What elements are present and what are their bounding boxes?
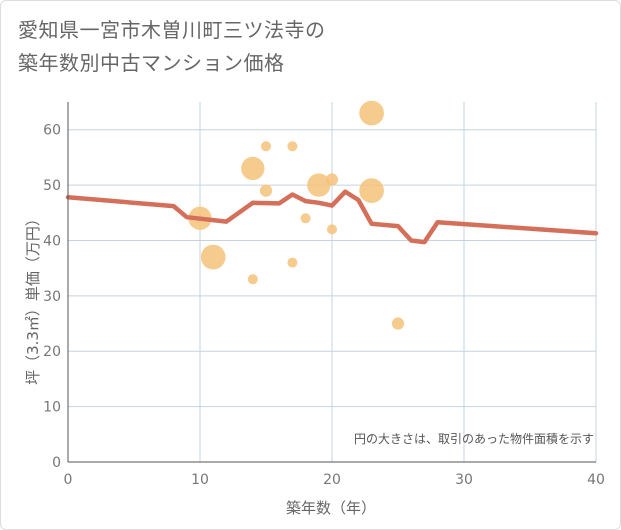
data-bubble: [359, 100, 384, 126]
x-tick-label: 20: [323, 472, 341, 488]
bubble-size-note: 円の大きさは、取引のあった物件面積を示す: [354, 431, 594, 446]
data-bubble: [200, 244, 226, 270]
grid-lines: [68, 102, 597, 462]
x-axis-label: 築年数（年）: [286, 499, 376, 517]
x-tick-label: 0: [64, 472, 73, 488]
y-tick-label: 20: [43, 344, 61, 360]
data-bubble: [287, 141, 298, 152]
data-bubble: [325, 173, 339, 186]
data-bubble: [300, 213, 311, 224]
y-tick-label: 10: [43, 400, 61, 416]
bubble-layer: [188, 100, 405, 330]
data-bubble: [359, 178, 384, 203]
y-tick-label: 40: [43, 233, 61, 249]
chart-title: 愛知県一宮市木曽川町三ツ法寺の 築年数別中古マンション価格: [18, 18, 326, 75]
average-price-line: [65, 189, 599, 245]
y-tick-label: 30: [43, 289, 61, 305]
line-layer: [65, 189, 599, 245]
data-bubble: [327, 224, 337, 235]
data-bubble: [307, 173, 331, 197]
data-bubble: [241, 156, 265, 181]
y-tick-label: 0: [52, 455, 61, 471]
data-bubble: [287, 257, 298, 268]
x-tick-label: 30: [455, 472, 473, 488]
axes: [67, 102, 596, 463]
data-bubble: [261, 141, 271, 152]
y-axis-label: 坪（3.3㎡）単価（万円）: [24, 211, 42, 385]
data-bubble: [259, 184, 273, 197]
y-tick-label: 60: [43, 123, 61, 139]
data-bubble: [391, 317, 405, 330]
data-bubble: [247, 274, 258, 285]
x-tick-label: 10: [191, 472, 209, 488]
x-tick-label: 40: [587, 472, 605, 488]
y-tick-label: 50: [43, 178, 61, 194]
tick-labels: 0 10 20 30 40 50 60 0 10 20 30 40: [43, 123, 605, 488]
